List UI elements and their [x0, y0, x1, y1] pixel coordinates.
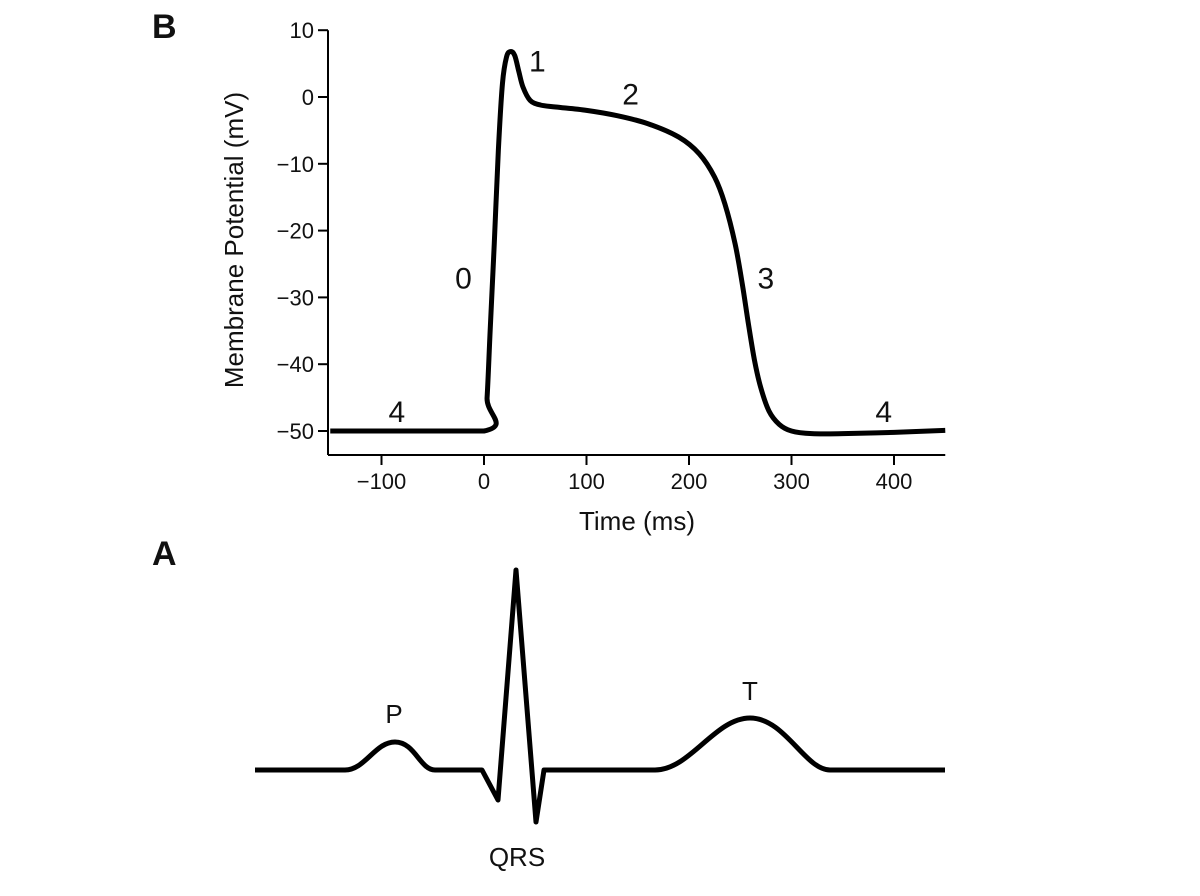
ecg-label-p: P	[385, 699, 402, 729]
phase-labels: 0 1 2 3 4 4	[389, 45, 893, 429]
y-tick-label: 0	[302, 85, 314, 110]
x-tick-label: 300	[773, 469, 810, 494]
y-tick-label: −50	[277, 419, 314, 444]
x-axis-label: Time (ms)	[579, 506, 695, 536]
y-tick-label: −20	[277, 219, 314, 244]
ecg-label-t: T	[742, 676, 758, 706]
phase-label: 2	[622, 79, 639, 112]
y-tick-label: 10	[290, 18, 314, 43]
phase-label: 0	[455, 262, 472, 295]
y-tick-label: −40	[277, 352, 314, 377]
phase-label: 3	[758, 262, 775, 295]
x-tick-label: 200	[671, 469, 708, 494]
action-potential-axes: 100−10−20−30−40−50−100 0 100 200 300 400	[277, 18, 946, 494]
x-tick-label: 0	[478, 469, 490, 494]
x-tick-label: 100	[568, 469, 605, 494]
phase-label: 1	[529, 45, 546, 78]
ecg-label-qrs: QRS	[489, 842, 545, 872]
y-axis-label: Membrane Potential (mV)	[219, 92, 249, 388]
phase-label: 4	[875, 396, 892, 429]
ecg-waveform	[255, 567, 945, 825]
panel-label-a: A	[152, 535, 177, 573]
action-potential-line	[330, 49, 946, 437]
phase-label: 4	[389, 396, 406, 429]
y-tick-label: −30	[277, 285, 314, 310]
x-tick-label: 400	[876, 469, 913, 494]
panel-label-b: B	[152, 8, 177, 46]
y-tick-label: −10	[277, 152, 314, 177]
x-tick-label: −100	[357, 469, 407, 494]
